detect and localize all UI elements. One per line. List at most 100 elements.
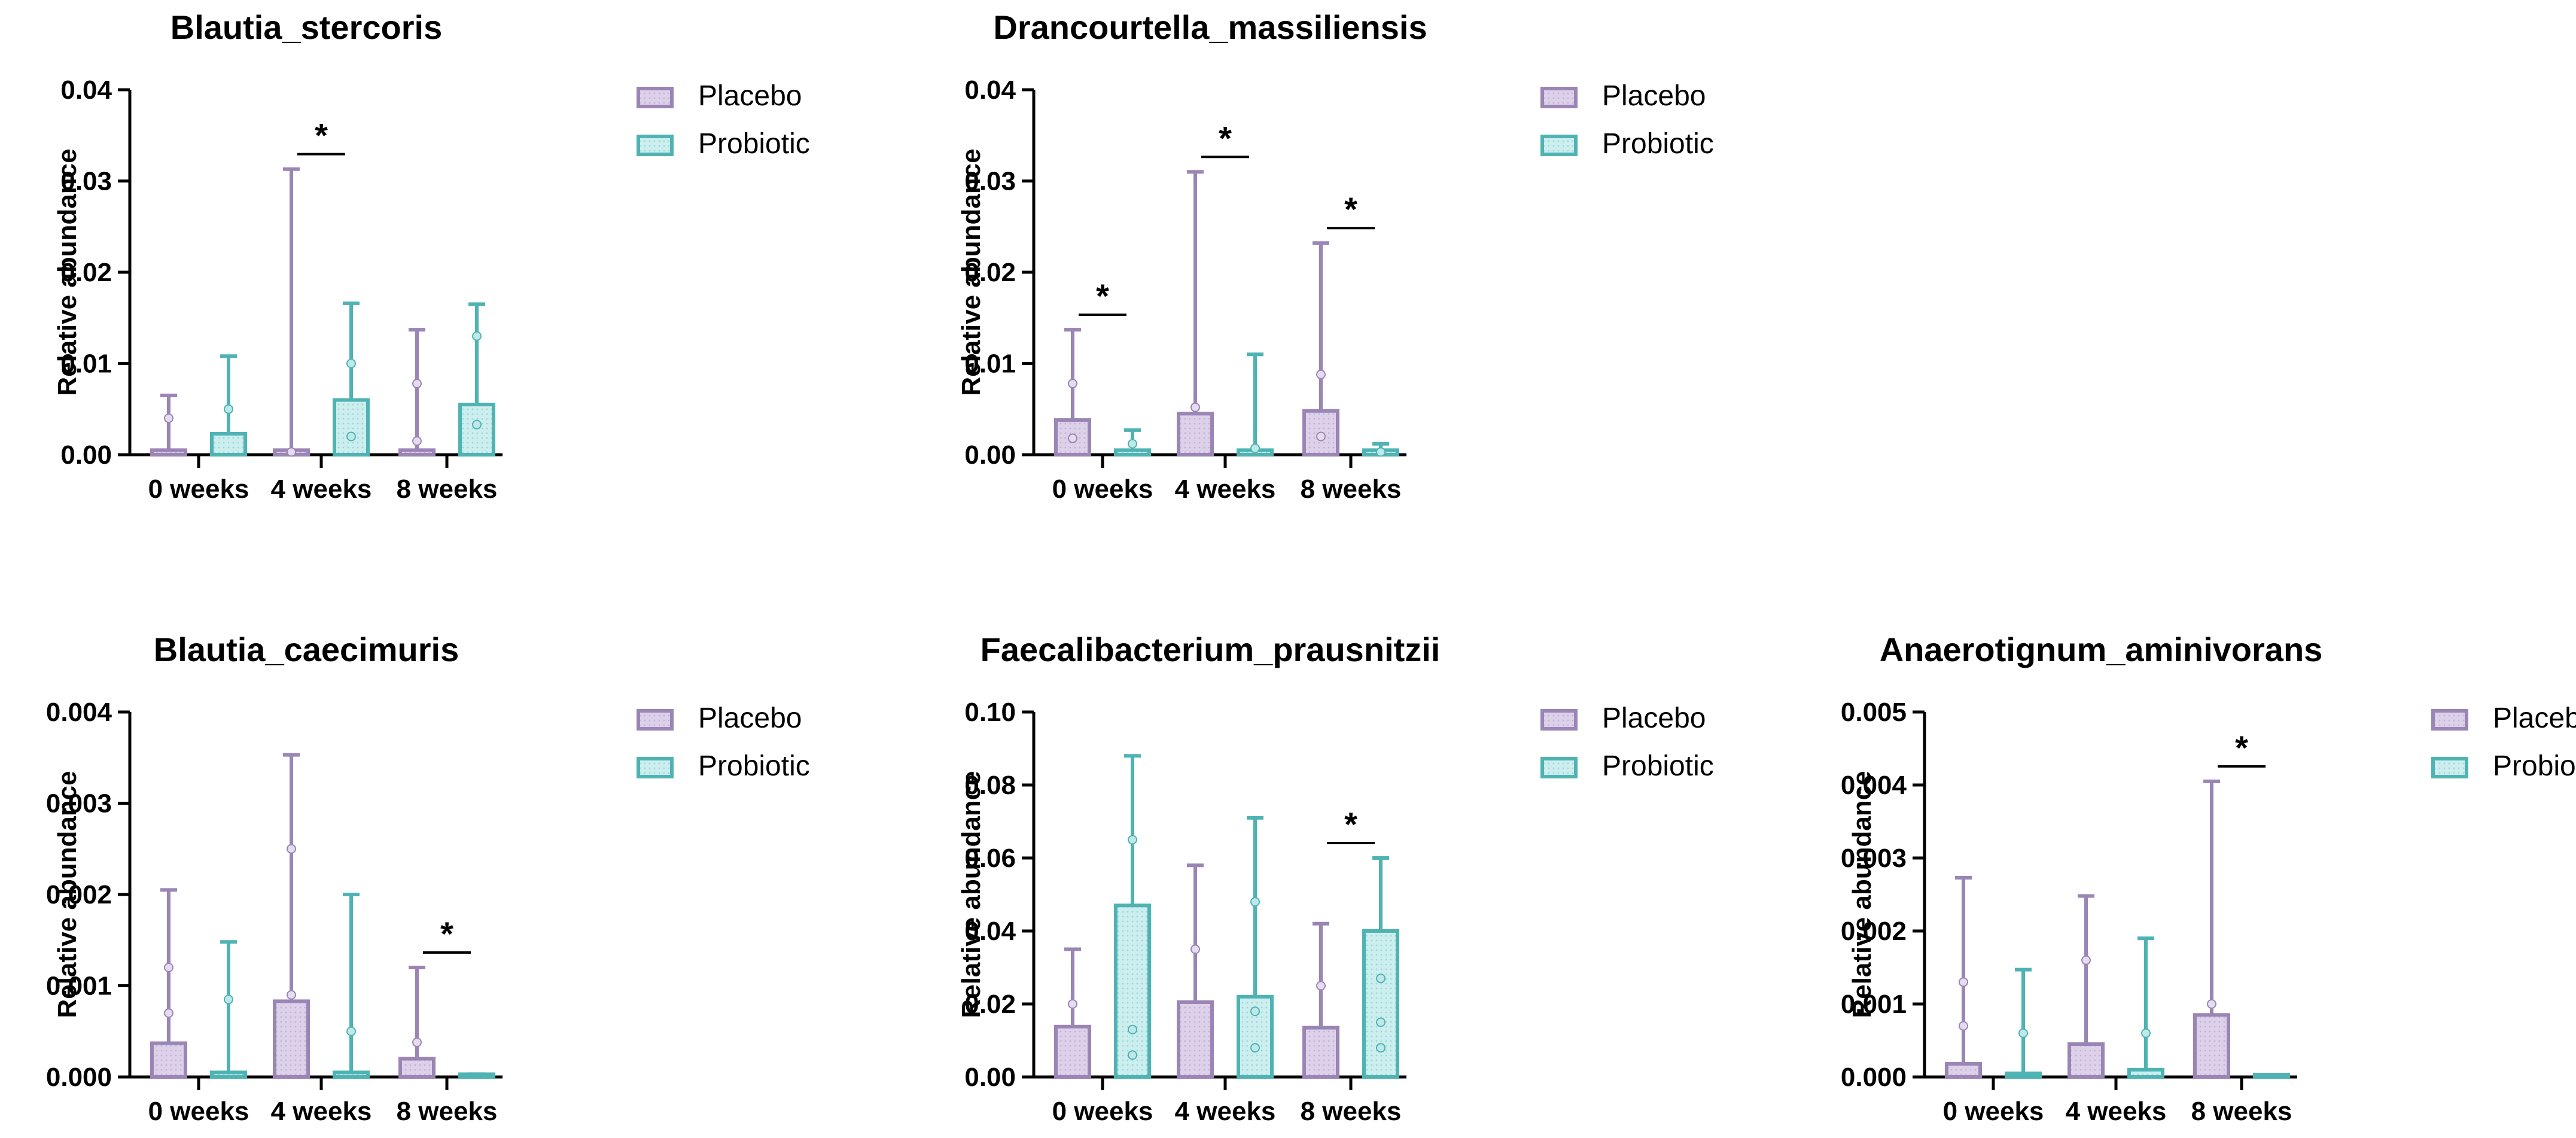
y-tick-label: 0.06 bbox=[964, 844, 1016, 873]
placebo-data-point bbox=[412, 379, 422, 389]
probiotic-bar bbox=[333, 398, 370, 457]
legend-label-placebo: Placebo bbox=[2493, 702, 2576, 734]
y-tick-label: 0.03 bbox=[60, 167, 112, 196]
y-tick-label: 0.04 bbox=[964, 917, 1016, 946]
x-tick-label: 4 weeks bbox=[271, 474, 372, 504]
placebo-bar bbox=[2068, 1042, 2105, 1079]
placebo-data-point bbox=[164, 1008, 173, 1018]
y-axis-label: Relative abundance bbox=[53, 771, 82, 1018]
chart-panel-3: Faecalibacterium_prausnitzii Relative abu… bbox=[957, 631, 1714, 1126]
probiotic-bar bbox=[1114, 903, 1151, 1079]
x-tick-label: 4 weeks bbox=[2066, 1097, 2167, 1126]
legend-swatch-probiotic bbox=[1540, 757, 1578, 778]
x-tick-label: 8 weeks bbox=[397, 1097, 498, 1126]
placebo-data-point bbox=[287, 447, 296, 457]
probiotic-bar bbox=[2253, 1073, 2290, 1079]
y-tick-label: 0.00 bbox=[964, 440, 1016, 470]
y-tick-label: 0.04 bbox=[964, 75, 1016, 105]
y-tick-label: 0.01 bbox=[964, 349, 1016, 379]
placebo-bar bbox=[398, 448, 436, 457]
probiotic-data-point bbox=[1128, 1024, 1137, 1034]
significance-star: * bbox=[2235, 729, 2248, 766]
legend-swatch-probiotic bbox=[2431, 757, 2468, 778]
placebo-data-point bbox=[1068, 433, 1077, 443]
placebo-data-point bbox=[2207, 999, 2216, 1009]
y-tick-label: 0.01 bbox=[60, 349, 112, 379]
probiotic-bar bbox=[2127, 1067, 2164, 1079]
probiotic-data-point bbox=[472, 419, 482, 430]
probiotic-bar bbox=[210, 431, 247, 457]
x-tick-label: 8 weeks bbox=[2191, 1097, 2292, 1126]
legend-swatch-placebo bbox=[2431, 709, 2468, 731]
significance-star: * bbox=[1344, 805, 1357, 843]
y-tick-label: 0.00 bbox=[60, 440, 112, 470]
placebo-bar bbox=[150, 448, 187, 457]
probiotic-data-point bbox=[1376, 1043, 1386, 1053]
significance-star: * bbox=[440, 915, 453, 953]
legend-label-placebo: Placebo bbox=[1602, 80, 1706, 112]
significance-star: * bbox=[1344, 190, 1357, 228]
probiotic-bar bbox=[1114, 448, 1151, 457]
probiotic-data-point bbox=[1128, 1050, 1137, 1060]
probiotic-bar bbox=[458, 1072, 495, 1079]
y-tick-label: 0.004 bbox=[46, 698, 112, 727]
placebo-data-point bbox=[287, 844, 296, 854]
y-tick-label: 0.001 bbox=[1841, 990, 1907, 1019]
legend-label-placebo: Placebo bbox=[1602, 702, 1706, 734]
y-tick-label: 0.002 bbox=[1841, 917, 1907, 946]
placebo-data-point bbox=[1190, 944, 1200, 954]
legend-swatch-probiotic bbox=[637, 135, 674, 156]
y-tick-label: 0.005 bbox=[1841, 698, 1907, 727]
legend-label-probiotic: Probiotic bbox=[698, 128, 810, 160]
probiotic-data-point bbox=[346, 358, 356, 369]
placebo-data-point bbox=[1068, 999, 1077, 1009]
y-tick-label: 0.001 bbox=[46, 972, 112, 1001]
y-tick-label: 0.000 bbox=[46, 1063, 112, 1092]
probiotic-data-point bbox=[224, 404, 233, 414]
legend-swatch-probiotic bbox=[1540, 135, 1578, 156]
placebo-bar bbox=[398, 1057, 436, 1079]
legend-swatch-placebo bbox=[637, 87, 674, 108]
legend-label-probiotic: Probiotic bbox=[698, 750, 810, 782]
probiotic-data-point bbox=[1250, 897, 1260, 907]
placebo-data-point bbox=[412, 1037, 422, 1048]
y-axis-label: Relative abundance bbox=[957, 148, 986, 395]
placebo-bar bbox=[1054, 1024, 1091, 1079]
probiotic-bar bbox=[210, 1070, 247, 1079]
legend-swatch-probiotic bbox=[637, 757, 674, 778]
placebo-data-point bbox=[1959, 977, 1968, 987]
chart-title: Faecalibacterium_prausnitzii bbox=[981, 631, 1441, 668]
y-axis-label: Relative abundance bbox=[53, 148, 82, 395]
y-tick-label: 0.02 bbox=[60, 258, 112, 287]
chart-panel-1: Drancourtella_massiliensis Relative abund… bbox=[957, 8, 1714, 504]
placebo-bar bbox=[1302, 1026, 1339, 1079]
placebo-data-point bbox=[164, 413, 173, 423]
y-tick-label: 0.04 bbox=[60, 75, 112, 105]
y-tick-label: 0.02 bbox=[964, 258, 1016, 287]
placebo-bar bbox=[2193, 1013, 2230, 1079]
x-tick-label: 0 weeks bbox=[1052, 1097, 1153, 1126]
legend-swatch-placebo bbox=[1540, 87, 1578, 108]
probiotic-data-point bbox=[2018, 1028, 2028, 1038]
legend-swatch-placebo bbox=[637, 709, 674, 731]
legend-label-placebo: Placebo bbox=[698, 80, 802, 112]
probiotic-data-point bbox=[224, 994, 233, 1005]
legend-label-probiotic: Probiotic bbox=[1602, 750, 1714, 782]
chart-panel-4: Anaerotignum_aminivorans Relative abundan… bbox=[1841, 631, 2576, 1126]
chart-title: Anaerotignum_aminivorans bbox=[1880, 631, 2323, 668]
x-tick-label: 4 weeks bbox=[1175, 1097, 1276, 1126]
significance-star: * bbox=[315, 117, 328, 154]
placebo-data-point bbox=[1068, 379, 1077, 389]
placebo-bar bbox=[273, 999, 310, 1079]
x-tick-label: 0 weeks bbox=[1943, 1097, 2044, 1126]
probiotic-data-point bbox=[2141, 1028, 2151, 1038]
x-tick-label: 8 weeks bbox=[1301, 474, 1402, 504]
legend-label-placebo: Placebo bbox=[698, 702, 802, 734]
placebo-bar bbox=[1177, 412, 1214, 457]
placebo-bar bbox=[1177, 1000, 1214, 1079]
probiotic-data-point bbox=[1376, 973, 1386, 984]
placebo-data-point bbox=[1316, 369, 1326, 379]
probiotic-bar bbox=[1362, 929, 1399, 1079]
